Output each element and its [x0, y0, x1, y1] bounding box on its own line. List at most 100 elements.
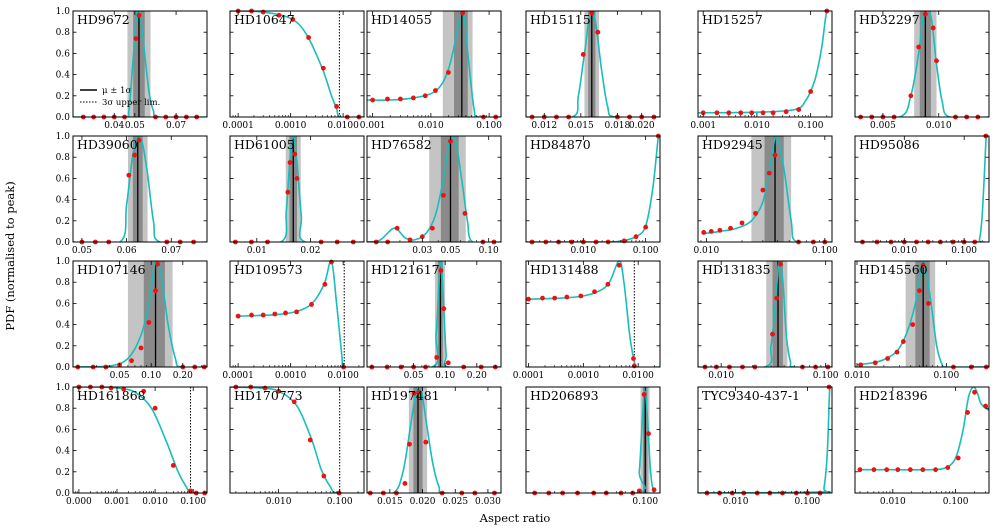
panel-hd161868: 0.0 0.2 0.4 0.6 0.8 1.0 0.000 0.001 0.010 0.100 HD… [56, 383, 208, 507]
plot-area [526, 387, 660, 493]
data-point [633, 234, 639, 240]
x-tick-label: 0.100 [632, 497, 658, 507]
y-tick-label: 0.6 [56, 174, 71, 184]
y-tick-label: 0.8 [56, 278, 71, 288]
data-point [592, 289, 597, 295]
x-tick-label: 0.010 [418, 121, 444, 131]
panel-hd61005: 0.01 0.02 HD61005 [229, 135, 365, 256]
x-tick-label: 0.012 [531, 121, 557, 131]
panel-frame [854, 386, 990, 494]
data-point [636, 488, 642, 494]
data-point [717, 227, 723, 233]
y-axis-title: PDF (normalised to peak) [3, 181, 17, 330]
panel-frame [854, 260, 990, 368]
data-point [900, 339, 906, 344]
panel-hd121617: 0.05 0.10 0.20 HD121617 [366, 260, 502, 381]
data-point [908, 93, 914, 99]
x-tick-label: 0.010 [844, 371, 870, 381]
star-name-label: HD15257 [702, 12, 763, 27]
data-point [294, 176, 300, 181]
data-point [285, 189, 291, 195]
data-point [422, 93, 428, 99]
data-point [402, 481, 408, 486]
x-tick-label: 0.0100 [622, 371, 654, 381]
x-tick-label: 0.100 [933, 371, 959, 381]
data-point [564, 294, 570, 300]
data-point [329, 259, 334, 265]
y-tick-label: 1.0 [56, 132, 71, 142]
data-point [783, 109, 789, 115]
x-axis-title: Aspect ratio [479, 511, 551, 525]
data-point [753, 210, 758, 216]
pdf-curve [73, 261, 207, 367]
panel-hd14055: 0.001 0.010 0.100 HD14055 [360, 10, 502, 131]
data-point [760, 187, 766, 193]
y-tick-label: 0.0 [56, 113, 71, 123]
x-tick-label: 0.001 [104, 497, 130, 507]
star-name-label: HD10647 [234, 12, 295, 27]
data-point [933, 467, 938, 473]
y-tick-label: 0.4 [56, 196, 71, 206]
x-tick-label: 0.100 [633, 246, 659, 256]
plot-area [367, 11, 501, 117]
x-tick-label: 0.07 [161, 246, 181, 256]
band-1sigma [764, 136, 784, 242]
data-point [774, 295, 780, 301]
data-point [448, 138, 453, 144]
data-point [871, 467, 877, 473]
data-point [132, 152, 138, 158]
star-name-label: HD107146 [77, 262, 146, 277]
data-point [152, 405, 158, 411]
x-tick-label: 0.0010 [275, 371, 307, 381]
x-tick-label: 0.02 [300, 246, 320, 256]
data-point [141, 388, 147, 394]
data-point [714, 110, 720, 116]
x-tick-label: 0.100 [943, 497, 969, 507]
panel-frame [366, 135, 502, 243]
data-point [235, 313, 241, 319]
pdf-curve [230, 136, 364, 242]
y-tick-label: 0.2 [56, 217, 70, 227]
data-point [972, 389, 977, 395]
x-tick-label: 0.015 [568, 121, 594, 131]
y-tick-label: 1.0 [56, 383, 71, 393]
panel-frame [854, 135, 990, 243]
panel-hd84870: 0.010 0.100 HD84870 [525, 133, 661, 256]
star-name-label: HD39060 [77, 137, 138, 152]
data-point [605, 281, 611, 287]
star-name-label: HD92945 [702, 137, 763, 152]
data-point [920, 262, 926, 268]
data-point [540, 295, 545, 301]
data-point [945, 465, 951, 470]
data-point [955, 455, 961, 461]
y-tick-label: 0.6 [56, 49, 71, 59]
y-tick-label: 0.2 [56, 468, 70, 478]
data-point [292, 151, 298, 157]
panel-hd95086: 0.010 0.100 HD95086 [854, 133, 990, 256]
data-point [983, 403, 988, 409]
panel-frame [525, 10, 661, 118]
plot-area [526, 11, 660, 117]
data-point [920, 467, 926, 473]
panel-hd92945: 0.010 0.100 HD92945 [693, 135, 838, 256]
data-point [398, 96, 403, 102]
data-point [917, 288, 922, 294]
x-tick-label: 0.010 [891, 246, 917, 256]
data-point [595, 29, 601, 35]
x-tick-label: 0.010 [880, 497, 906, 507]
data-point [857, 467, 863, 473]
data-point [895, 467, 901, 473]
data-point [726, 110, 732, 116]
data-point [416, 389, 422, 395]
star-name-label: HD131835 [702, 262, 771, 277]
star-name-label: HD218396 [859, 388, 928, 403]
data-point [146, 320, 152, 325]
plot-area [367, 387, 501, 493]
x-tick-label: 0.001 [360, 121, 386, 131]
star-name-label: HD9672 [77, 12, 130, 27]
data-point [276, 12, 282, 18]
plot-area [855, 11, 989, 117]
data-point [136, 12, 142, 18]
x-tick-label: 0.020 [410, 497, 436, 507]
star-name-label: HD32297 [859, 12, 920, 27]
